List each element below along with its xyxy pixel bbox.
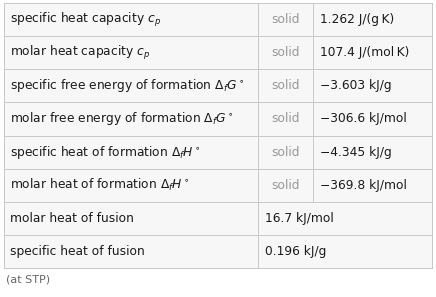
Text: specific free energy of formation $\Delta_f G^\circ$: specific free energy of formation $\Delt… (10, 77, 245, 94)
Text: −4.345 kJ/g: −4.345 kJ/g (320, 146, 392, 159)
Text: specific heat capacity $c_p$: specific heat capacity $c_p$ (10, 11, 161, 29)
Text: solid: solid (271, 79, 300, 92)
Text: molar free energy of formation $\Delta_f G^\circ$: molar free energy of formation $\Delta_f… (10, 110, 234, 127)
Text: 107.4 J/(mol K): 107.4 J/(mol K) (320, 46, 409, 59)
Text: solid: solid (271, 13, 300, 26)
Text: solid: solid (271, 46, 300, 59)
Text: molar heat of fusion: molar heat of fusion (10, 212, 134, 225)
Text: solid: solid (271, 179, 300, 192)
Text: (at STP): (at STP) (6, 275, 50, 285)
Text: 0.196 kJ/g: 0.196 kJ/g (265, 245, 327, 258)
Text: 16.7 kJ/mol: 16.7 kJ/mol (265, 212, 334, 225)
Text: −369.8 kJ/mol: −369.8 kJ/mol (320, 179, 407, 192)
Bar (4, 235, 432, 268)
Bar (4, 135, 432, 169)
Bar (4, 36, 432, 69)
Bar (4, 169, 432, 202)
Text: 1.262 J/(g K): 1.262 J/(g K) (320, 13, 394, 26)
Bar (4, 102, 432, 135)
Text: −3.603 kJ/g: −3.603 kJ/g (320, 79, 392, 92)
Text: specific heat of formation $\Delta_f H^\circ$: specific heat of formation $\Delta_f H^\… (10, 143, 201, 161)
Text: solid: solid (271, 146, 300, 159)
Bar (4, 69, 432, 102)
Bar (4, 3, 432, 36)
Text: −306.6 kJ/mol: −306.6 kJ/mol (320, 113, 407, 125)
Text: molar heat capacity $c_p$: molar heat capacity $c_p$ (10, 44, 150, 62)
Text: specific heat of fusion: specific heat of fusion (10, 245, 145, 258)
Text: solid: solid (271, 113, 300, 125)
Text: molar heat of formation $\Delta_f H^\circ$: molar heat of formation $\Delta_f H^\cir… (10, 177, 190, 193)
Bar (4, 202, 432, 235)
